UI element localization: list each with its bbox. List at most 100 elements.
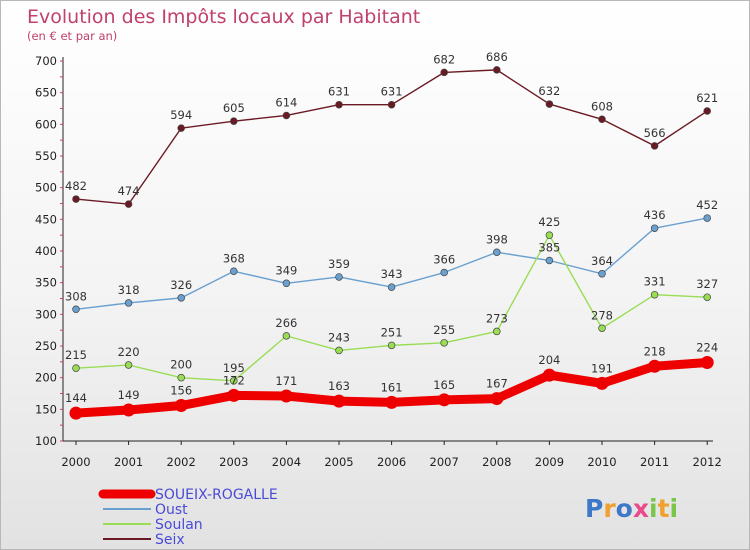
series-layer (69, 66, 714, 420)
data-point (387, 100, 396, 109)
data-point (230, 117, 238, 125)
data-point (545, 256, 554, 265)
data-label: 224 (696, 340, 718, 354)
data-point (279, 389, 293, 403)
data-point (703, 214, 711, 222)
data-point (598, 115, 606, 124)
data-label: 266 (275, 316, 297, 330)
data-label: 343 (381, 267, 403, 281)
data-label: 359 (328, 257, 350, 271)
data-label: 621 (696, 91, 718, 105)
data-point (440, 268, 448, 277)
data-point (335, 346, 343, 355)
data-point (700, 355, 714, 369)
chart-title: Evolution des Impôts locaux par Habitant (27, 6, 420, 28)
data-label: 566 (644, 126, 666, 140)
x-tick-label: 2009 (535, 455, 564, 469)
data-label: 605 (223, 101, 245, 115)
data-label: 614 (275, 95, 297, 109)
data-label: 608 (591, 99, 613, 113)
y-tick-label: 650 (35, 86, 57, 100)
data-label: 218 (644, 344, 666, 358)
data-point (177, 124, 185, 132)
data-point (387, 283, 396, 291)
data-label: 273 (486, 311, 508, 325)
y-tick-label: 300 (35, 307, 57, 321)
data-label: 167 (486, 377, 508, 391)
data-point (174, 399, 188, 413)
data-point (282, 279, 291, 288)
data-point (650, 142, 659, 150)
data-label: 398 (486, 232, 508, 246)
y-tick-label: 150 (35, 402, 57, 416)
data-label: 165 (433, 378, 455, 392)
y-tick-label: 350 (35, 276, 57, 290)
data-point (440, 339, 448, 347)
data-label: 631 (328, 85, 350, 99)
data-label: 149 (118, 388, 140, 402)
x-tick-label: 2005 (324, 455, 353, 469)
data-label: 327 (696, 277, 718, 291)
data-label: 318 (118, 283, 140, 297)
legend-label: Seix (155, 532, 185, 548)
data-point (230, 267, 238, 276)
x-tick-label: 2004 (272, 455, 301, 469)
data-point (332, 394, 346, 408)
data-point (124, 200, 133, 208)
data-point (335, 100, 343, 109)
data-label: 161 (381, 380, 403, 394)
x-tick-label: 2012 (693, 455, 722, 469)
data-label: 220 (118, 345, 140, 359)
data-point (177, 294, 185, 302)
data-label: 215 (65, 348, 87, 362)
logo-text: Proxiti (585, 494, 678, 523)
y-tick-label: 400 (35, 244, 57, 258)
data-label: 331 (644, 275, 666, 289)
x-tick-label: 2007 (430, 455, 459, 469)
y-tick-label: 100 (35, 434, 57, 448)
data-label: 364 (591, 254, 613, 268)
data-point (595, 376, 609, 390)
x-tick-label: 2011 (640, 455, 669, 469)
y-tick-label: 600 (35, 117, 57, 131)
data-label: 251 (381, 325, 403, 339)
data-label: 425 (538, 215, 560, 229)
data-point (230, 377, 238, 385)
data-point (122, 403, 136, 417)
data-label: 195 (223, 361, 245, 375)
data-point (72, 305, 80, 314)
data-label: 632 (538, 84, 560, 98)
data-point (227, 388, 241, 402)
y-tick-label: 550 (35, 149, 57, 163)
y-tick-label: 450 (35, 212, 57, 226)
data-point (703, 107, 711, 115)
x-tick-label: 2008 (482, 455, 511, 469)
data-label: 172 (223, 373, 245, 387)
data-label: 171 (275, 374, 297, 388)
x-tick-label: 2010 (587, 455, 616, 469)
data-point (124, 361, 133, 369)
data-point (493, 248, 501, 257)
data-point (598, 324, 606, 333)
data-point (437, 393, 451, 407)
data-point (387, 341, 396, 350)
data-point (282, 332, 291, 340)
data-label: 156 (170, 384, 192, 398)
x-tick-label: 2006 (377, 455, 406, 469)
data-label: 191 (591, 361, 613, 375)
data-point (648, 359, 662, 373)
data-label: 385 (538, 241, 560, 255)
data-point (440, 68, 448, 77)
data-label: 686 (486, 50, 508, 64)
data-label: 436 (644, 208, 666, 222)
data-point (72, 364, 80, 372)
data-label: 255 (433, 323, 455, 337)
data-label: 243 (328, 330, 350, 344)
data-label: 163 (328, 379, 350, 393)
data-point (545, 100, 554, 108)
data-point (598, 270, 606, 278)
data-label: 482 (65, 179, 87, 193)
data-label: 474 (118, 184, 140, 198)
